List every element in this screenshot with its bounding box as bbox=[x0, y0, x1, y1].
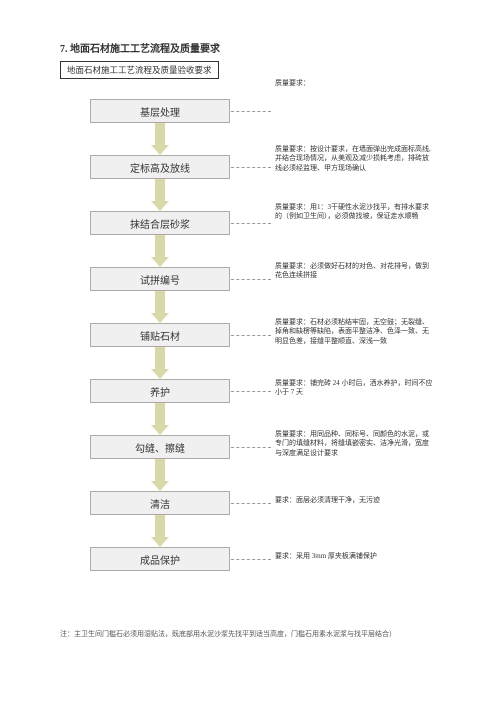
step-box: 养护 bbox=[90, 379, 230, 403]
flow-step: 抹结合层砂浆 bbox=[90, 211, 230, 235]
flow-step: 勾缝、擦缝 bbox=[90, 435, 230, 459]
requirement-text: 质量要求：按设计要求，在墙面弹出完成面标高线,并结合现场情况，从美观及减少损耗考… bbox=[275, 145, 435, 173]
req-head: 质量要求： bbox=[275, 262, 310, 270]
subtitle-box: 地面石材施工工艺流程及质量验收要求 bbox=[60, 61, 219, 79]
req-head: 质量要求： bbox=[275, 145, 310, 153]
flow-arrow bbox=[150, 235, 170, 267]
leader-line bbox=[231, 559, 271, 560]
leader-line bbox=[231, 223, 271, 224]
flow-step: 养护 bbox=[90, 379, 230, 403]
req-head: 要求： bbox=[275, 496, 296, 504]
req-head: 要求： bbox=[275, 552, 296, 560]
requirement-text: 质量要求：石材必须粘结牢固，无空鼓；无裂缝、掉角和缺楞等缺陷，表面平整洁净、色泽… bbox=[275, 318, 435, 346]
req-head: 质量要求： bbox=[275, 203, 310, 211]
step-box: 清洁 bbox=[90, 491, 230, 515]
step-box: 勾缝、擦缝 bbox=[90, 435, 230, 459]
requirement-text: 质量要求：铺完砖 24 小时后，洒水养护，时间不应小于 7 天 bbox=[275, 379, 435, 398]
requirement-text: 质量要求：用同品种、同标号、同颜色的水泥，或专门的填缝材料，将缝填嵌密实、洁净光… bbox=[275, 430, 435, 458]
requirement-text: 要求：采用 3mm 厚夹板满铺保护 bbox=[275, 552, 435, 561]
flow-arrow bbox=[150, 291, 170, 323]
leader-line bbox=[231, 279, 271, 280]
flow-arrow bbox=[150, 515, 170, 547]
flow-step: 基层处理 bbox=[90, 99, 230, 123]
flow-arrow bbox=[150, 403, 170, 435]
req-head: 质量要求： bbox=[275, 79, 310, 87]
req-head: 质量要求： bbox=[275, 318, 310, 326]
requirement-text: 质量要求：用1：3干硬性水泥沙找平，有排水要求的（例如卫生间），必须做找坡，保证… bbox=[275, 203, 435, 222]
leader-line bbox=[231, 447, 271, 448]
flow-step: 试拼编号 bbox=[90, 267, 230, 291]
flow-arrow bbox=[150, 179, 170, 211]
flow-arrow bbox=[150, 459, 170, 491]
step-box: 试拼编号 bbox=[90, 267, 230, 291]
flow-step: 成品保护 bbox=[90, 547, 230, 571]
leader-line bbox=[231, 167, 271, 168]
section-title: 7. 地面石材施工工艺流程及质量要求 bbox=[60, 40, 450, 55]
flow-step: 清洁 bbox=[90, 491, 230, 515]
requirement-text: 质量要求： bbox=[275, 79, 435, 88]
requirement-text: 要求：面层必须清理干净，无污迹 bbox=[275, 496, 435, 505]
leader-line bbox=[231, 391, 271, 392]
req-body: 面层必须清理干净，无污迹 bbox=[296, 496, 380, 504]
flow-step: 定标高及放线 bbox=[90, 155, 230, 179]
footnote: 注：主卫生间门槛石必须用湿贴法，既底部用水泥沙浆先找平到适当高度，门槛石用素水泥… bbox=[60, 629, 450, 640]
leader-line bbox=[231, 335, 271, 336]
flow-arrow bbox=[150, 347, 170, 379]
step-box: 定标高及放线 bbox=[90, 155, 230, 179]
step-box: 基层处理 bbox=[90, 99, 230, 123]
flow-step: 铺贴石材 bbox=[90, 323, 230, 347]
step-box: 铺贴石材 bbox=[90, 323, 230, 347]
req-head: 质量要求： bbox=[275, 430, 310, 438]
leader-line bbox=[231, 111, 271, 112]
step-box: 抹结合层砂浆 bbox=[90, 211, 230, 235]
leader-line bbox=[231, 503, 271, 504]
requirement-text: 质量要求：必须做好石材的对色、对花排号，做到花色连续拼接 bbox=[275, 262, 435, 281]
req-head: 质量要求： bbox=[275, 379, 310, 387]
step-box: 成品保护 bbox=[90, 547, 230, 571]
req-body: 采用 3mm 厚夹板满铺保护 bbox=[296, 552, 377, 560]
flow-arrow bbox=[150, 123, 170, 155]
